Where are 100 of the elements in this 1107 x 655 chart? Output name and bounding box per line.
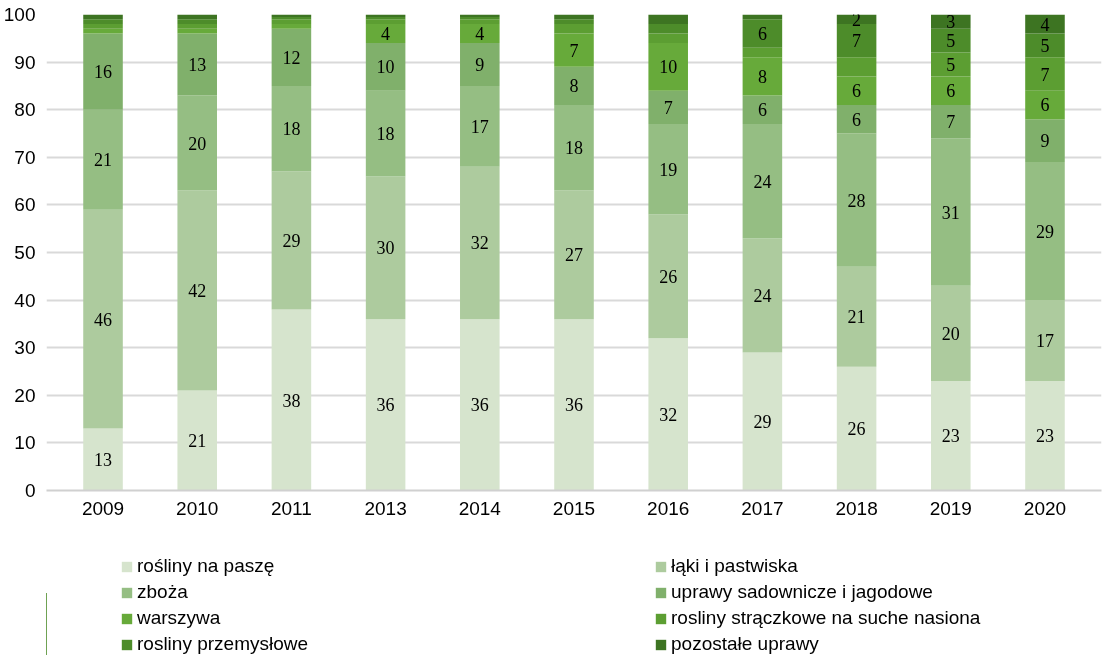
y-tick-label: 20 bbox=[14, 384, 36, 406]
bar bbox=[1025, 162, 1065, 301]
bar bbox=[742, 95, 783, 124]
data-label: 27 bbox=[565, 245, 583, 266]
bar bbox=[460, 85, 500, 167]
bar bbox=[931, 285, 971, 382]
y-tick-label: 80 bbox=[14, 99, 36, 121]
legend-label: uprawy sadownicze i jagodowe bbox=[671, 581, 933, 603]
data-label: 28 bbox=[847, 190, 866, 211]
bar bbox=[83, 109, 123, 210]
bar bbox=[83, 19, 123, 25]
x-tick-label: 2009 bbox=[81, 497, 125, 519]
data-label: 36 bbox=[565, 395, 583, 416]
data-label: 24 bbox=[753, 285, 772, 306]
y-tick-label: 100 bbox=[3, 4, 36, 25]
bar bbox=[365, 176, 406, 320]
x-tick-label: 2020 bbox=[1023, 497, 1067, 519]
bar bbox=[742, 238, 783, 353]
data-label: 7 bbox=[1040, 64, 1050, 85]
bar bbox=[83, 28, 123, 34]
data-label: 20 bbox=[188, 133, 207, 154]
data-label: 6 bbox=[852, 81, 862, 102]
data-label: 24 bbox=[753, 171, 772, 192]
data-label: 5 bbox=[1040, 35, 1050, 56]
bar bbox=[177, 19, 217, 25]
bar bbox=[271, 85, 312, 172]
x-tick-label: 2013 bbox=[364, 497, 407, 519]
data-label: 7 bbox=[663, 97, 673, 118]
bar bbox=[742, 19, 783, 48]
data-label: 31 bbox=[941, 202, 960, 223]
data-label: 8 bbox=[757, 66, 767, 87]
bar bbox=[1025, 33, 1065, 58]
y-tick-label: 0 bbox=[24, 480, 36, 501]
bar bbox=[836, 24, 877, 58]
data-label: 21 bbox=[188, 431, 207, 452]
data-label: 46 bbox=[94, 309, 113, 330]
y-tick-label: 50 bbox=[14, 242, 36, 263]
data-label: 26 bbox=[847, 419, 866, 440]
data-label: 23 bbox=[1035, 426, 1054, 447]
x-tick-label: 2015 bbox=[552, 497, 596, 519]
legend-label: rosliny przemysłowe bbox=[137, 633, 309, 655]
legend-label: łąki i pastwiska bbox=[671, 555, 798, 577]
data-label: 13 bbox=[188, 54, 207, 75]
data-label: 32 bbox=[659, 404, 678, 425]
bar bbox=[1025, 119, 1065, 163]
bar bbox=[554, 190, 594, 320]
bar bbox=[177, 95, 217, 191]
bar bbox=[648, 24, 688, 34]
bar bbox=[271, 171, 312, 310]
data-label: 21 bbox=[94, 150, 113, 171]
data-label: 29 bbox=[753, 411, 772, 432]
bar bbox=[177, 28, 217, 34]
legend-label: warszywa bbox=[137, 607, 221, 629]
bar bbox=[648, 123, 688, 215]
x-tick-label: 2011 bbox=[270, 497, 312, 519]
data-label: 6 bbox=[757, 100, 767, 121]
data-label: 23 bbox=[941, 426, 960, 447]
bar bbox=[460, 166, 500, 320]
data-label: 38 bbox=[282, 390, 301, 411]
data-label: 12 bbox=[282, 47, 301, 68]
bar bbox=[271, 28, 312, 86]
x-tick-label: 2017 bbox=[741, 497, 784, 519]
data-label: 26 bbox=[659, 266, 678, 287]
bar bbox=[931, 28, 971, 53]
data-label: 29 bbox=[282, 231, 301, 252]
bar bbox=[554, 19, 594, 25]
data-label: 7 bbox=[569, 40, 579, 61]
data-label: 42 bbox=[188, 281, 207, 302]
bar bbox=[648, 214, 688, 339]
bar bbox=[648, 14, 688, 25]
data-label: 18 bbox=[565, 138, 583, 159]
data-label: 4 bbox=[475, 24, 485, 45]
data-label: 30 bbox=[376, 238, 395, 259]
bar bbox=[460, 43, 500, 86]
y-tick-label: 60 bbox=[14, 194, 36, 216]
data-label: 5 bbox=[946, 54, 956, 75]
bar bbox=[742, 123, 783, 239]
data-label: 18 bbox=[376, 124, 395, 144]
data-label: 6 bbox=[852, 109, 862, 130]
x-tick-label: 2018 bbox=[835, 497, 878, 519]
bar bbox=[365, 90, 406, 177]
data-label: 6 bbox=[1040, 95, 1050, 116]
bar bbox=[83, 33, 123, 110]
data-label: 9 bbox=[475, 54, 485, 75]
data-label: 5 bbox=[946, 31, 956, 52]
bar bbox=[836, 104, 877, 134]
bar bbox=[931, 138, 971, 286]
data-label: 3 bbox=[946, 12, 956, 33]
data-label: 13 bbox=[94, 450, 113, 471]
bar bbox=[836, 133, 877, 267]
data-label: 19 bbox=[659, 159, 678, 180]
legend-label: zboża bbox=[137, 581, 188, 603]
y-tick-label: 10 bbox=[14, 432, 36, 454]
y-tick-label: 30 bbox=[14, 337, 36, 359]
data-label: 16 bbox=[94, 62, 113, 83]
data-label: 36 bbox=[470, 395, 489, 416]
y-tick-label: 40 bbox=[14, 289, 36, 311]
data-label: 10 bbox=[376, 57, 395, 78]
bar bbox=[554, 104, 594, 191]
bar bbox=[1025, 14, 1065, 34]
